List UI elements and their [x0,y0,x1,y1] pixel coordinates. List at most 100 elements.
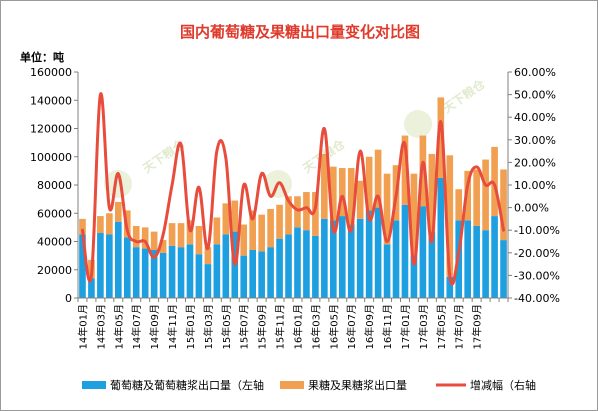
x-tick-label: 17年05月 [435,304,448,349]
x-tick-label: 16年01月 [291,304,304,349]
bar-glucose [249,249,256,298]
bar-glucose [482,230,489,298]
bar-glucose [141,248,149,298]
bar-glucose [383,244,391,298]
axes: 0 20000 40000 60000 80000 100000 120000 140000 1… [30,66,560,349]
bar-glucose [213,244,221,298]
x-tick-label: 15年01月 [184,304,197,349]
y-left-tick-label: 0 [65,292,72,305]
bar-fructose [500,169,507,241]
bar-glucose [401,204,409,298]
bar-glucose [347,224,355,298]
bar-fructose [294,196,301,228]
bar-glucose [168,245,176,298]
bar-glucose [294,227,301,299]
legend: 葡萄糖及葡萄糖浆出口量（左轴 果糖及果糖浆出口量 增减幅（右轴 [82,378,536,392]
y-left-tick-label: 140000 [30,94,72,107]
y-right-tick-label: 20.00% [514,156,556,169]
bar-fructose [276,204,283,239]
bar-fructose [455,189,463,221]
y-right-tick-label: -20.00% [514,247,560,260]
bar-fructose [356,180,364,219]
bar-glucose [356,218,364,298]
watermark-text: 天下粮仓 [140,135,189,175]
bar-glucose [240,255,248,299]
bar-glucose [159,252,167,298]
bar-fructose [491,146,498,217]
chart-title: 国内葡萄糖及果糖出口量变化对比图 [180,23,420,41]
bar-glucose [428,231,436,298]
bar-fructose [141,227,149,249]
bar-glucose [115,221,122,298]
bar-fructose [115,201,122,222]
bar-glucose [204,264,212,298]
bar-glucose [491,216,498,298]
bar-fructose [168,223,176,246]
bar-glucose [106,234,113,298]
bar-glucose [123,237,131,298]
bar-glucose [88,278,95,298]
bar-fructose [330,166,337,221]
bar-fructose [321,153,328,219]
bar-fructose [150,231,158,250]
watermark-text: 天下粮仓 [440,75,489,115]
unit-label: 单位：吨 [20,50,64,64]
x-tick-label: 16年05月 [327,304,340,349]
bar-glucose [267,247,274,298]
x-tick-label: 15年03月 [202,304,215,349]
bar-fructose [365,156,373,211]
x-tick-label: 14年11月 [166,304,179,349]
bar-fructose [97,216,104,234]
bar-glucose [312,235,319,298]
watermark-logo [104,170,132,198]
x-tick-label: 17年03月 [417,304,430,349]
y-right-tick-label: 40.00% [514,111,556,124]
y-left-tick-label: 80000 [37,179,72,192]
y-right-tick-label: -10.00% [514,224,560,237]
growth-line [80,92,506,286]
bar-fructose [213,217,221,245]
bar-glucose [338,216,346,298]
bar-fructose [79,218,86,235]
bar-glucose [97,233,104,298]
bar-glucose [410,255,418,299]
bar-glucose [195,254,203,298]
y-left-tick-label: 40000 [37,236,72,249]
bar-glucose [276,238,283,298]
legend-swatch-fructose [280,381,304,389]
bar-fructose [482,159,489,231]
x-tick-label: 15年11月 [274,304,287,349]
x-tick-label: 15年09月 [256,304,269,349]
x-tick-label: 17年07月 [453,304,466,349]
bar-glucose [303,230,310,298]
bar-fructose [428,153,436,232]
bar-fructose [383,173,391,245]
bar-glucose [258,251,265,298]
watermark-logo [404,110,432,138]
bar-glucose [374,207,382,298]
x-tick-label: 14年03月 [94,304,107,349]
y-left-tick-label: 60000 [37,207,72,220]
bar-fructose [258,214,265,252]
bar-fructose [312,192,319,236]
x-tick-label: 14年09月 [148,304,161,349]
bar-fructose [106,213,113,235]
bar-fructose [231,200,239,232]
y-right-tick-label: -40.00% [514,292,560,305]
bar-glucose [186,244,194,298]
bar-fructose [267,209,274,248]
bar-fructose [195,225,203,255]
legend-label-fructose: 果糖及果糖浆出口量 [308,378,407,392]
bar-glucose [446,276,454,298]
bar-glucose [473,225,480,298]
bar-fructose [446,155,454,277]
bar-glucose [330,220,337,298]
bar-glucose [150,249,158,298]
bar-glucose [437,177,445,298]
bar-glucose [222,234,230,298]
bar-fructose [177,223,185,248]
legend-label-glucose: 葡萄糖及葡萄糖浆出口量（左轴 [110,378,264,392]
bar-fructose [285,196,292,235]
bar-glucose [285,234,292,298]
